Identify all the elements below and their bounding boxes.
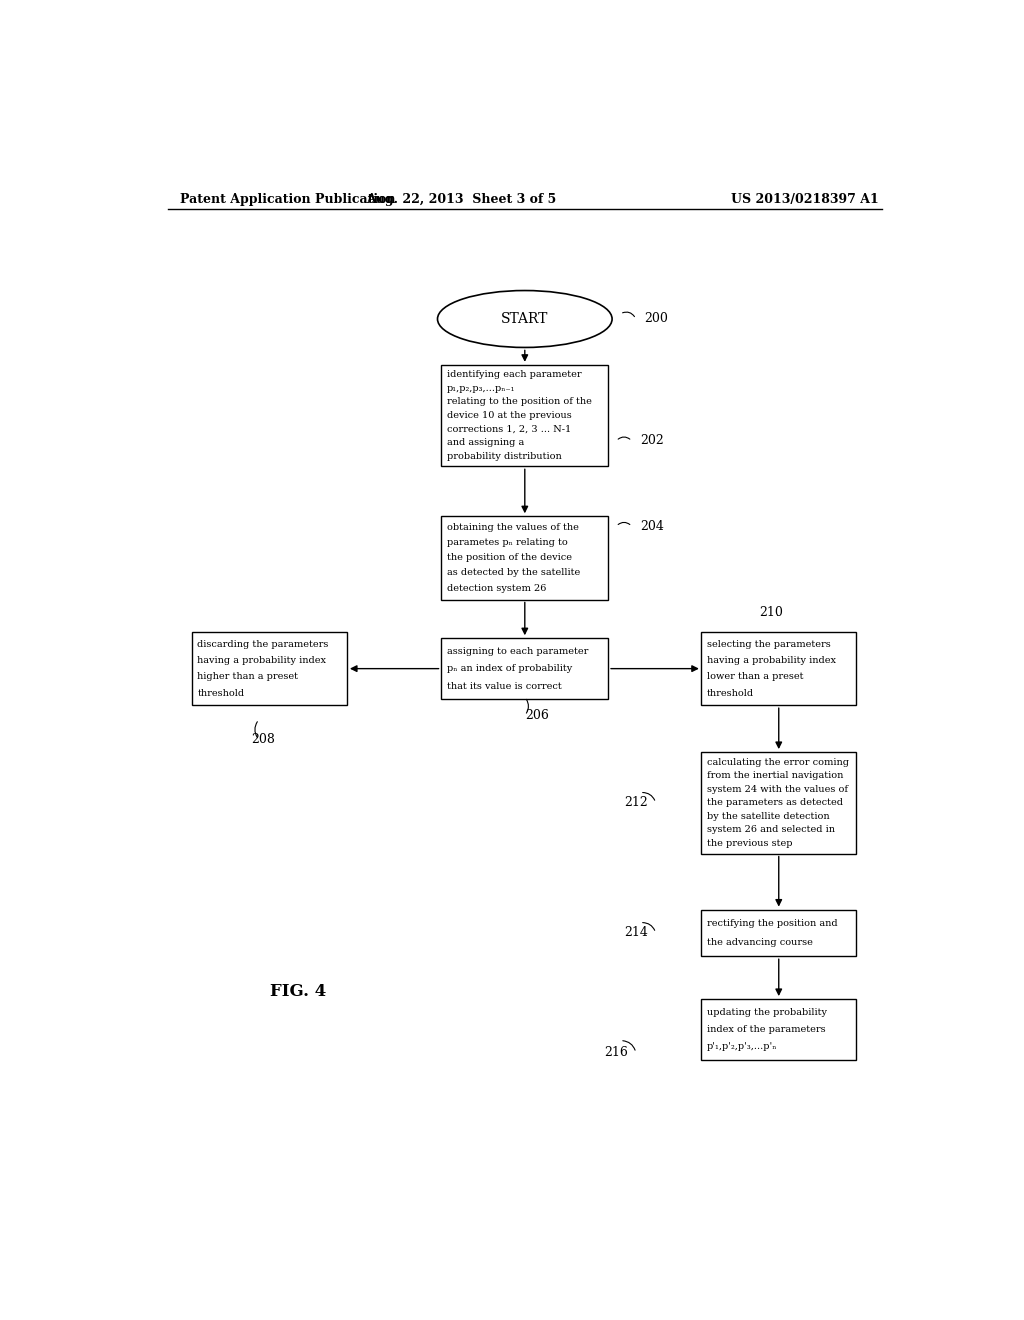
Text: 210: 210 [759, 606, 782, 619]
Text: obtaining the values of the: obtaining the values of the [447, 523, 579, 532]
Text: 216: 216 [604, 1047, 628, 1060]
Text: 206: 206 [524, 709, 549, 722]
Text: 208: 208 [251, 734, 274, 746]
Text: Aug. 22, 2013  Sheet 3 of 5: Aug. 22, 2013 Sheet 3 of 5 [367, 193, 556, 206]
Text: probability distribution: probability distribution [447, 451, 562, 461]
Text: Patent Application Publication: Patent Application Publication [179, 193, 395, 206]
Text: higher than a preset: higher than a preset [198, 672, 298, 681]
Bar [701, 752, 856, 854]
Text: identifying each parameter: identifying each parameter [447, 371, 582, 379]
Text: p₁,p₂,p₃,...pₙ₋₁: p₁,p₂,p₃,...pₙ₋₁ [447, 384, 515, 393]
Bar [701, 909, 856, 956]
Text: relating to the position of the: relating to the position of the [447, 397, 592, 407]
Text: the advancing course: the advancing course [707, 937, 813, 946]
Text: system 24 with the values of: system 24 with the values of [707, 785, 848, 793]
Bar [701, 999, 856, 1060]
Text: FIG. 4: FIG. 4 [270, 983, 327, 1001]
Bar [701, 632, 856, 705]
Bar [441, 638, 608, 700]
Text: device 10 at the previous: device 10 at the previous [447, 411, 571, 420]
Text: assigning to each parameter: assigning to each parameter [447, 647, 589, 656]
Text: index of the parameters: index of the parameters [707, 1024, 825, 1034]
Text: from the inertial navigation: from the inertial navigation [707, 771, 844, 780]
Text: detection system 26: detection system 26 [447, 583, 547, 593]
Text: 212: 212 [624, 796, 648, 809]
Text: 202: 202 [640, 434, 664, 447]
Text: selecting the parameters: selecting the parameters [707, 640, 830, 648]
Text: system 26 and selected in: system 26 and selected in [707, 825, 835, 834]
Text: pₙ an index of probability: pₙ an index of probability [447, 664, 572, 673]
Text: having a probability index: having a probability index [198, 656, 327, 665]
Text: START: START [501, 312, 549, 326]
Text: calculating the error coming: calculating the error coming [707, 758, 849, 767]
Text: lower than a preset: lower than a preset [707, 672, 804, 681]
Text: 200: 200 [644, 313, 668, 326]
Text: US 2013/0218397 A1: US 2013/0218397 A1 [731, 193, 879, 206]
Text: having a probability index: having a probability index [707, 656, 836, 665]
Text: threshold: threshold [198, 689, 245, 697]
Text: p'₁,p'₂,p'₃,...p'ₙ: p'₁,p'₂,p'₃,...p'ₙ [707, 1043, 777, 1051]
Text: updating the probability: updating the probability [707, 1007, 827, 1016]
Bar [191, 632, 347, 705]
Text: rectifying the position and: rectifying the position and [707, 919, 838, 928]
Text: and assigning a: and assigning a [447, 438, 524, 447]
Text: the position of the device: the position of the device [447, 553, 572, 562]
Text: the previous step: the previous step [707, 840, 793, 847]
Text: threshold: threshold [707, 689, 754, 697]
Bar [441, 516, 608, 599]
Text: parametes pₙ relating to: parametes pₙ relating to [447, 539, 567, 548]
Text: as detected by the satellite: as detected by the satellite [447, 569, 581, 577]
Text: corrections 1, 2, 3 ... N-1: corrections 1, 2, 3 ... N-1 [447, 425, 571, 433]
Bar [441, 364, 608, 466]
Text: the parameters as detected: the parameters as detected [707, 799, 843, 808]
Text: by the satellite detection: by the satellite detection [707, 812, 829, 821]
Ellipse shape [437, 290, 612, 347]
Text: discarding the parameters: discarding the parameters [198, 640, 329, 648]
Text: that its value is correct: that its value is correct [447, 681, 562, 690]
Text: 214: 214 [624, 927, 648, 940]
Text: 204: 204 [640, 520, 664, 533]
